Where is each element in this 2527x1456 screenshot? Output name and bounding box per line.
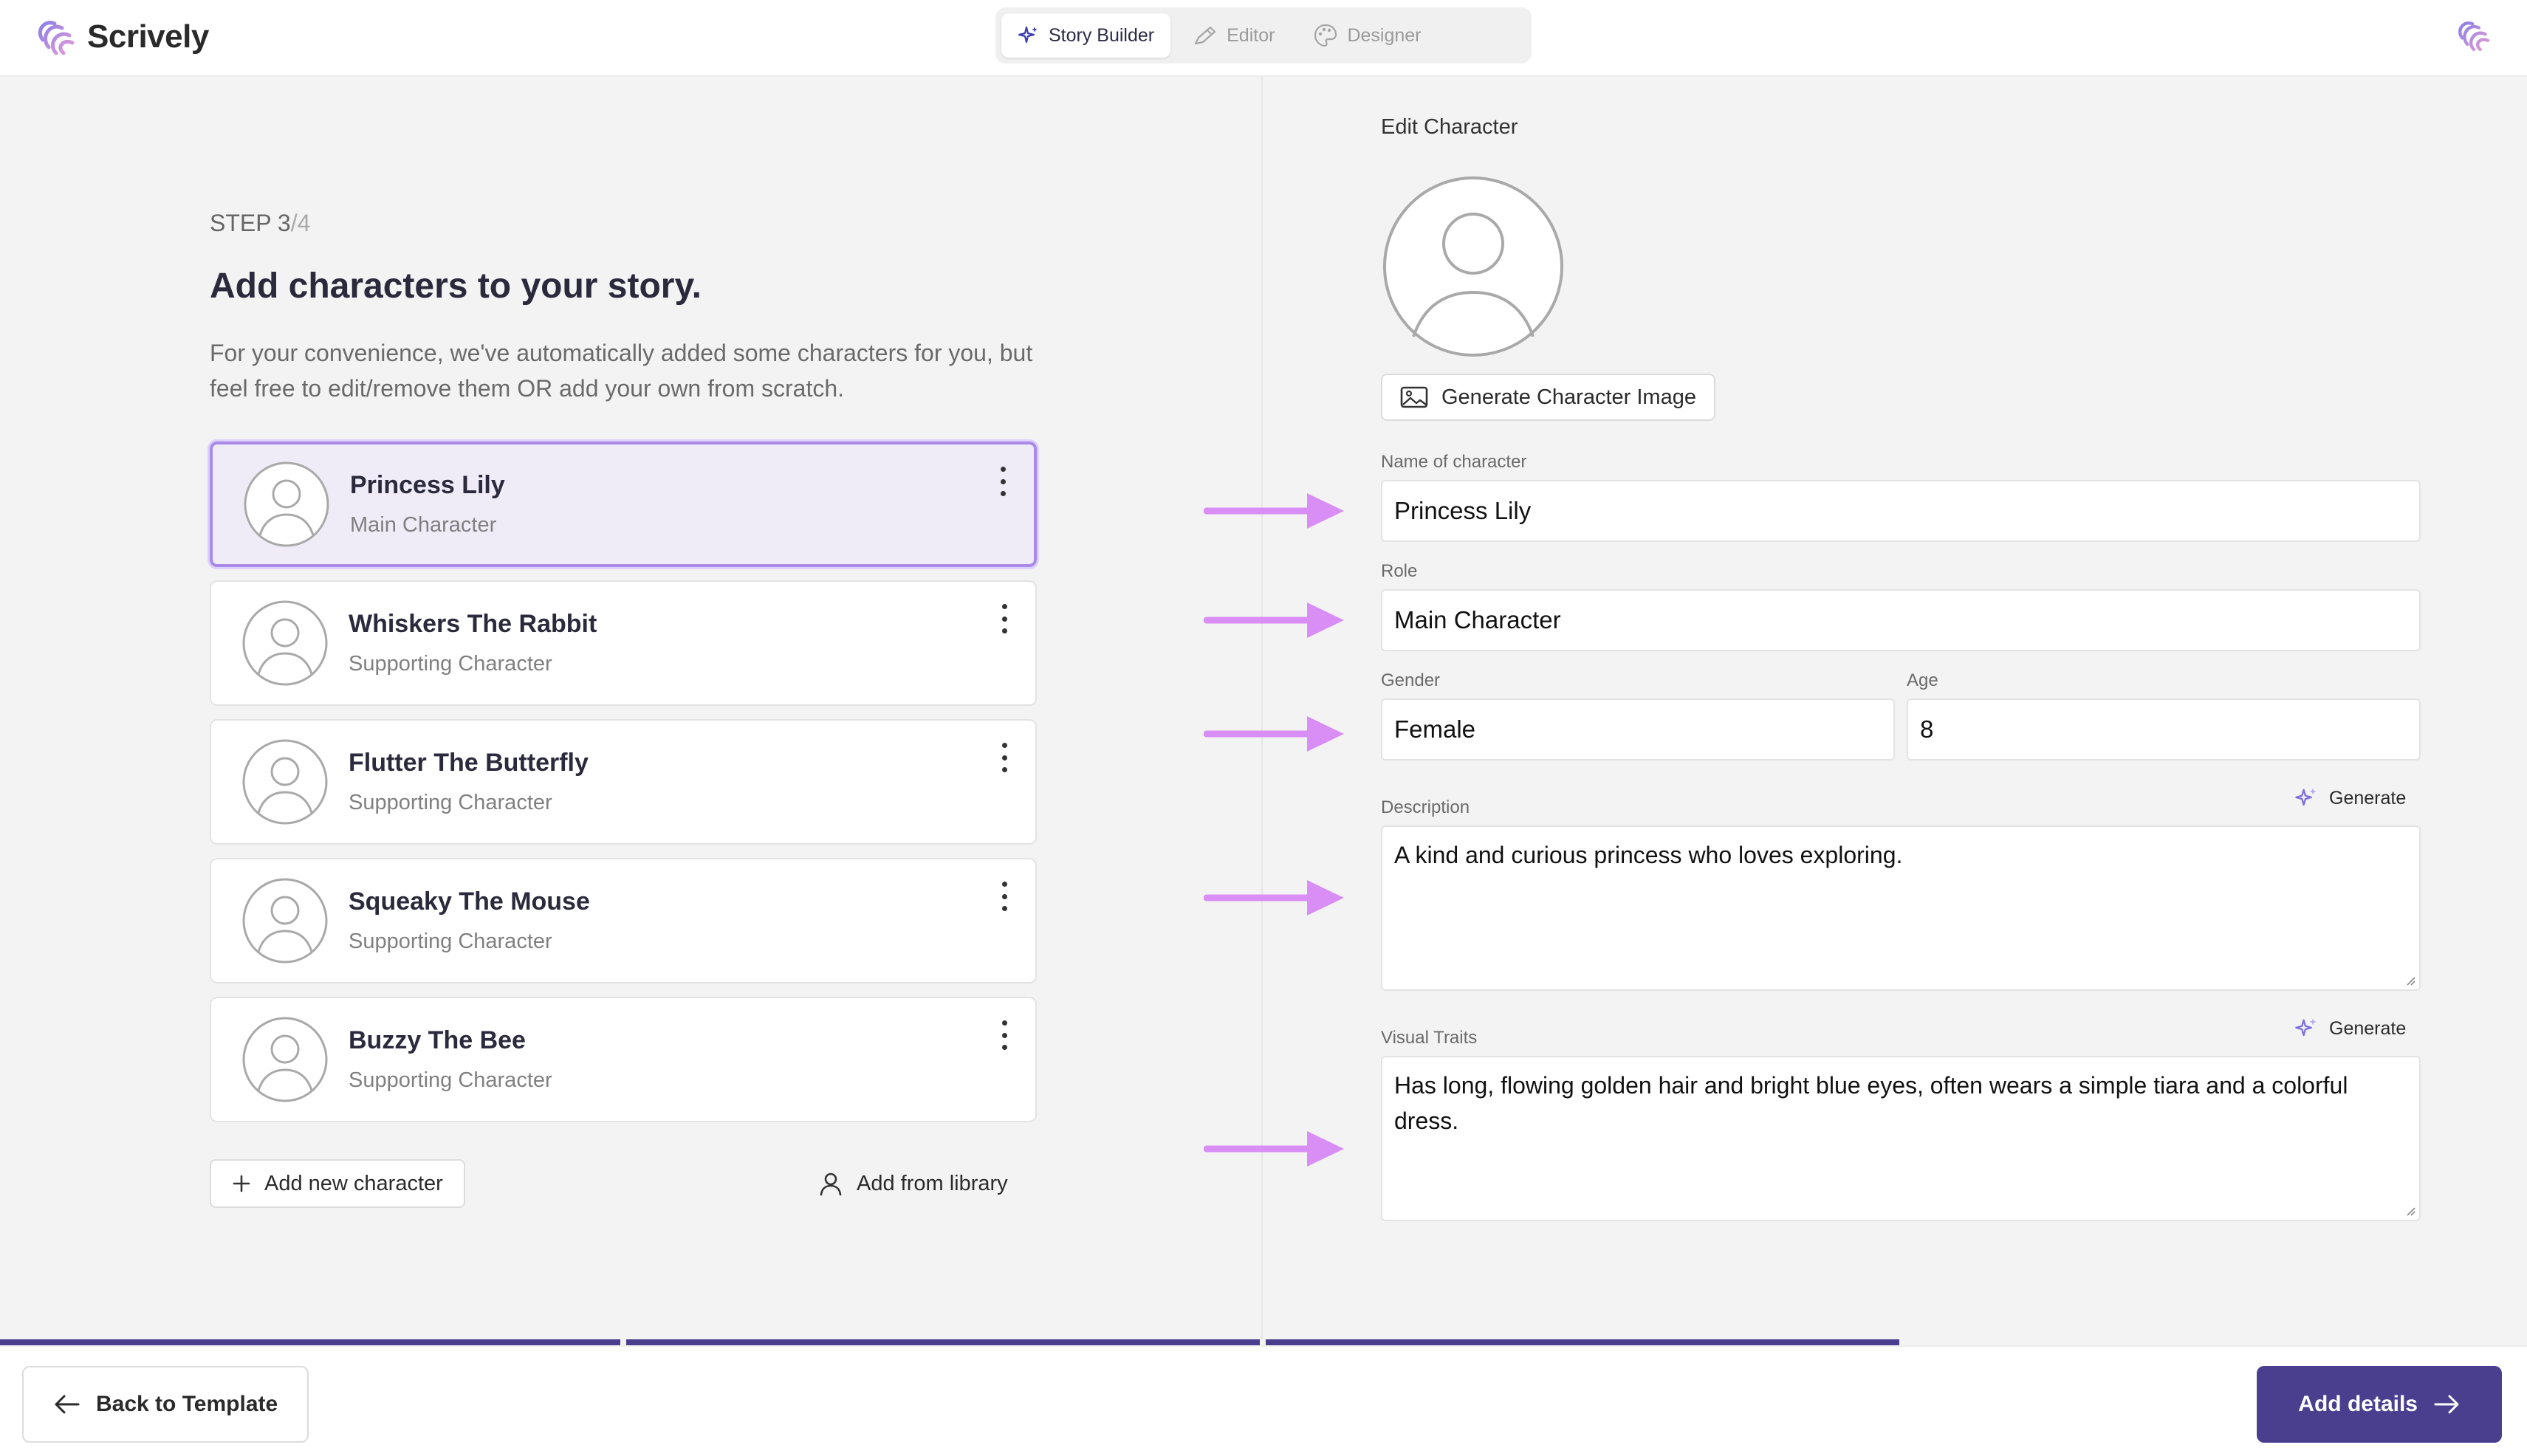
role-label: Role (1381, 561, 1418, 581)
character-card-flutter[interactable]: Flutter The Butterfly Supporting Characte… (210, 719, 1037, 845)
gender-label: Gender (1381, 670, 1441, 690)
character-list: Princess Lily Main Character Whiskers The… (210, 442, 1037, 1136)
character-role: Main Character (350, 513, 497, 537)
step-indicator: STEP 3/4 (210, 210, 311, 236)
page-description: For your convenience, we've automaticall… (210, 340, 1033, 402)
more-options-icon[interactable] (995, 1020, 1013, 1050)
scrively-logo-icon (2458, 21, 2490, 52)
gender-input[interactable]: Female (1381, 698, 1895, 760)
description-text: A kind and curious princess who loves ex… (1394, 842, 1903, 868)
avatar-icon (242, 878, 328, 964)
avatar-icon (242, 739, 328, 825)
character-card-whiskers[interactable]: Whiskers The Rabbit Supporting Character (210, 580, 1037, 706)
button-label: Add new character (264, 1171, 443, 1195)
character-name: Buzzy The Bee (349, 1026, 526, 1054)
plus-icon (233, 1175, 250, 1192)
age-label: Age (1907, 670, 1938, 690)
add-from-library-button[interactable]: Add from library (818, 1159, 1008, 1208)
arrow-right-icon (2434, 1395, 2459, 1414)
tab-designer[interactable]: Designer (1297, 13, 1437, 58)
scrively-logo-icon (38, 21, 75, 55)
character-name: Flutter The Butterfly (349, 749, 589, 777)
avatar-icon (242, 1017, 328, 1102)
character-role: Supporting Character (349, 1068, 552, 1092)
character-card-squeaky[interactable]: Squeaky The Mouse Supporting Character (210, 858, 1037, 983)
sparkles-icon (2295, 788, 2317, 806)
more-options-icon[interactable] (995, 604, 1013, 633)
button-label: Add from library (857, 1171, 1008, 1195)
more-options-icon[interactable] (995, 743, 1013, 772)
app-name: Scrively (87, 18, 209, 55)
tab-label: Editor (1227, 24, 1275, 46)
character-card-princess-lily[interactable]: Princess Lily Main Character (210, 442, 1037, 567)
age-input[interactable]: 8 (1907, 698, 2421, 760)
character-role: Supporting Character (349, 930, 552, 953)
palette-icon (1314, 24, 1337, 47)
arrow-left-icon (55, 1395, 80, 1414)
arrow-annotation-icon (1204, 493, 1344, 529)
progress-segment-2 (626, 1339, 1260, 1345)
avatar-icon (244, 461, 329, 547)
button-label: Generate (2329, 1017, 2407, 1039)
resize-handle-icon[interactable] (2404, 975, 2416, 986)
user-icon (820, 1172, 842, 1196)
visual-traits-label: Visual Traits (1381, 1028, 1478, 1048)
visual-traits-textarea[interactable]: Has long, flowing golden hair and bright… (1381, 1056, 2421, 1221)
role-input[interactable]: Main Character (1381, 589, 2421, 651)
page-title: Add characters to your story. (210, 267, 702, 306)
account-logo[interactable] (2455, 16, 2493, 55)
name-label: Name of character (1381, 452, 1527, 472)
back-to-template-button[interactable]: Back to Template (22, 1366, 309, 1443)
progress-segment-3 (1266, 1339, 1899, 1345)
tab-label: Designer (1347, 24, 1422, 46)
mode-switcher: Story Builder Editor Designer (995, 7, 1532, 63)
arrow-annotation-icon (1204, 880, 1344, 916)
button-label: Back to Template (96, 1392, 278, 1416)
button-label: Generate (2329, 787, 2407, 808)
image-icon (1400, 386, 1428, 408)
sparkles-icon (2295, 1018, 2317, 1037)
column-divider (1261, 77, 1263, 1339)
button-label: Generate Character Image (1441, 385, 1696, 409)
edit-panel-title: Edit Character (1381, 115, 1518, 139)
arrow-annotation-icon (1204, 1131, 1344, 1167)
arrow-annotation-icon (1204, 716, 1344, 752)
resize-handle-icon[interactable] (2404, 1205, 2416, 1217)
visual-traits-text: Has long, flowing golden hair and bright… (1394, 1072, 2348, 1134)
character-role: Supporting Character (349, 652, 552, 676)
character-name-input[interactable]: Princess Lily (1381, 480, 2421, 542)
character-card-buzzy[interactable]: Buzzy The Bee Supporting Character (210, 997, 1037, 1122)
pen-icon (1195, 26, 1216, 45)
step-progress-bar (0, 1339, 2527, 1345)
generate-description-button[interactable]: Generate (2294, 786, 2406, 811)
description-label: Description (1381, 797, 1470, 817)
avatar-icon (242, 600, 328, 686)
sparkles-icon (1018, 26, 1038, 44)
progress-segment-1 (0, 1339, 620, 1345)
add-new-character-button[interactable]: Add new character (210, 1159, 465, 1208)
character-role: Supporting Character (349, 791, 552, 814)
generate-visual-traits-button[interactable]: Generate (2294, 1016, 2406, 1041)
add-details-button[interactable]: Add details (2257, 1366, 2502, 1443)
character-name: Squeaky The Mouse (349, 887, 590, 916)
generate-character-image-button[interactable]: Generate Character Image (1381, 374, 1715, 421)
tab-story-builder[interactable]: Story Builder (1001, 13, 1171, 58)
button-label: Add details (2298, 1392, 2418, 1416)
more-options-icon[interactable] (995, 882, 1013, 911)
character-name: Whiskers The Rabbit (349, 610, 597, 638)
description-textarea[interactable]: A kind and curious princess who loves ex… (1381, 825, 2421, 991)
character-avatar-icon[interactable] (1382, 176, 1564, 357)
more-options-icon[interactable] (994, 467, 1012, 496)
tab-label: Story Builder (1049, 24, 1155, 46)
arrow-annotation-icon (1204, 602, 1344, 638)
brand[interactable]: Scrively (34, 15, 209, 59)
tab-editor[interactable]: Editor (1176, 13, 1291, 58)
top-bar: Scrively Story Builder Editor Designer (0, 0, 2527, 77)
character-name: Princess Lily (350, 471, 505, 499)
bottom-bar: Back to Template Add details (0, 1345, 2527, 1456)
